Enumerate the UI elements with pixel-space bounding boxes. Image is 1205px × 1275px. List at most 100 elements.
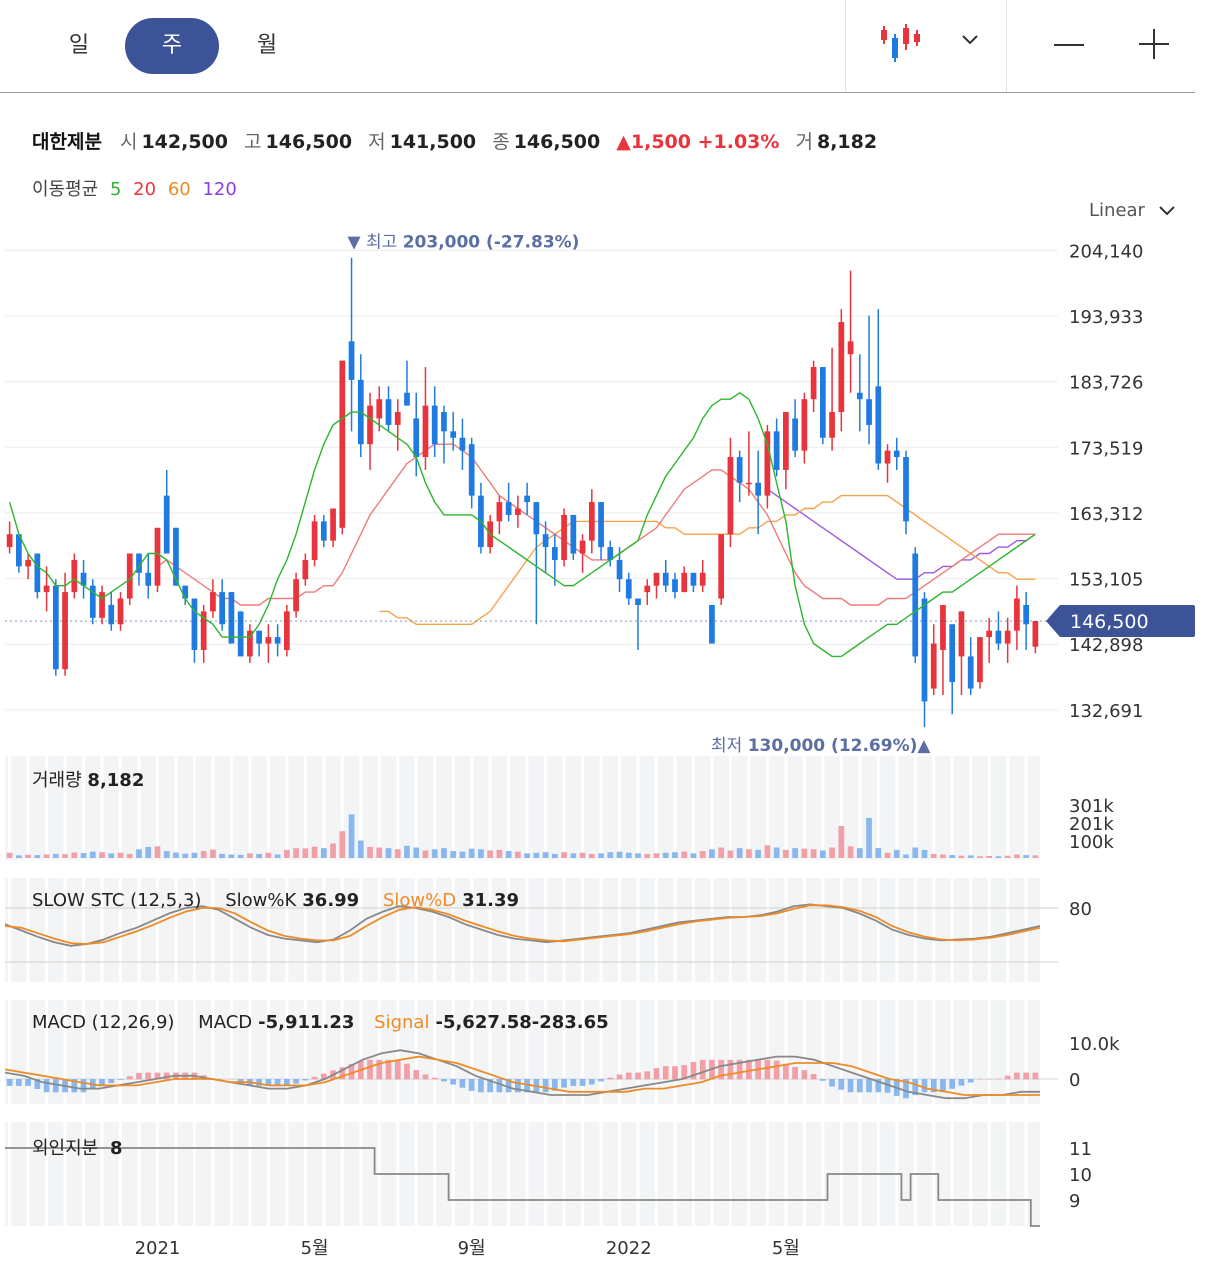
volume-bar	[616, 851, 623, 858]
macd-histogram-bar	[672, 1066, 678, 1080]
macd-histogram-bar	[431, 1077, 438, 1080]
volume-bar	[1014, 854, 1020, 858]
chevron-down-icon[interactable]	[958, 30, 982, 50]
foreign-tick-label: 11	[1069, 1139, 1092, 1160]
candlestick-icon[interactable]	[878, 22, 926, 66]
chevron-down-icon	[1158, 206, 1175, 216]
volume-tick-label: 201k	[1069, 814, 1114, 835]
candle-body	[699, 572, 706, 586]
low-marker-value: 130,000 (12.69%)▲	[748, 736, 932, 756]
volume-bar	[912, 847, 919, 858]
volume-bar	[228, 854, 235, 858]
volume-bar	[551, 853, 558, 858]
macd-histogram-bar	[1032, 1072, 1039, 1080]
candle-body	[856, 392, 863, 400]
foreign-title: 외인지분	[32, 1138, 99, 1159]
scale-selector[interactable]: Linear	[1089, 200, 1177, 221]
volume-bar	[191, 852, 198, 858]
volume-bar	[441, 848, 447, 858]
volume-bar	[783, 849, 789, 858]
volume-bar	[311, 846, 318, 858]
macd-histogram-bar	[311, 1076, 318, 1080]
stoch-tick-label: 80	[1069, 899, 1092, 920]
candle-body	[764, 431, 771, 496]
candle-body	[801, 399, 808, 451]
volume-bar	[62, 854, 68, 858]
tab-day[interactable]: 일	[68, 33, 90, 58]
macd-histogram-bar	[607, 1077, 614, 1080]
plus-icon[interactable]	[1137, 27, 1171, 61]
volume-bar	[699, 851, 706, 858]
x-axis-label: 5월	[301, 1238, 329, 1259]
macd-histogram-bar	[71, 1079, 78, 1093]
candle-body	[958, 611, 965, 657]
volume-bar	[1032, 855, 1039, 858]
candle-body	[930, 643, 937, 689]
candle-body	[256, 630, 262, 644]
price-tick-label: 173,519	[1069, 438, 1143, 459]
volume-bar	[792, 848, 798, 858]
candle-body	[977, 637, 983, 683]
candle-body	[653, 572, 660, 586]
volume-bar	[182, 853, 189, 858]
top-toolbar: 일 주 월	[0, 0, 1195, 93]
macd-histogram-bar	[579, 1079, 586, 1086]
toolbar-divider	[845, 0, 846, 92]
candle-body	[117, 598, 124, 625]
volume-bar	[89, 851, 96, 858]
macd-histogram-bar	[80, 1079, 87, 1093]
volume-bar	[330, 843, 336, 858]
candle-body	[625, 579, 632, 599]
minus-icon[interactable]	[1052, 30, 1086, 60]
indicator-panel-background	[5, 756, 1040, 860]
macd-histogram-bar	[154, 1072, 161, 1080]
tab-week[interactable]: 주	[125, 18, 219, 74]
candle-body	[62, 592, 68, 670]
volume-bar	[764, 845, 771, 858]
candle-body	[607, 547, 614, 560]
macd-histogram-bar	[126, 1076, 133, 1080]
ma60-label: 60	[167, 179, 191, 200]
macd-tick-label: 10.0k	[1069, 1034, 1120, 1055]
volume-bar	[265, 852, 272, 858]
candle-body	[866, 399, 872, 425]
candle-body	[561, 514, 567, 560]
candle-body	[80, 572, 87, 586]
volume-bar	[819, 850, 826, 858]
macd-histogram-bar	[256, 1079, 262, 1086]
volume-bar	[921, 849, 928, 858]
macd-histogram-bar	[884, 1079, 891, 1093]
volume-bar	[25, 854, 31, 858]
volume-bar	[995, 856, 1002, 858]
candle-body	[330, 508, 336, 541]
macd-histogram-bar	[1004, 1075, 1011, 1080]
macd-histogram-bar	[588, 1079, 595, 1085]
volume-bar	[570, 853, 577, 858]
candle-body	[247, 630, 253, 657]
candle-body	[394, 412, 401, 425]
macd-histogram-bar	[977, 1079, 983, 1080]
volume-bar	[977, 856, 983, 858]
candle-body	[413, 418, 420, 458]
volume-bar	[496, 849, 503, 858]
high-marker-value: 203,000 (-27.83%)	[403, 233, 580, 253]
volume-bar	[283, 849, 290, 858]
macd-histogram-bar	[441, 1079, 447, 1082]
macd-histogram-bar	[99, 1079, 105, 1087]
volume-bar	[866, 817, 872, 858]
macd-histogram-bar	[145, 1072, 152, 1080]
candle-body	[265, 637, 272, 644]
candle-body	[709, 604, 715, 644]
macd-histogram-bar	[718, 1059, 725, 1080]
volume-bar	[801, 848, 808, 858]
candle-body	[967, 656, 974, 689]
macd-histogram-bar	[163, 1072, 170, 1080]
candle-body	[986, 630, 993, 638]
candle-body	[450, 431, 457, 438]
tab-month[interactable]: 월	[256, 33, 278, 58]
volume-bar	[200, 851, 207, 858]
macd-histogram-bar	[921, 1079, 928, 1093]
volume-bar	[662, 852, 669, 858]
candle-body	[718, 534, 725, 599]
